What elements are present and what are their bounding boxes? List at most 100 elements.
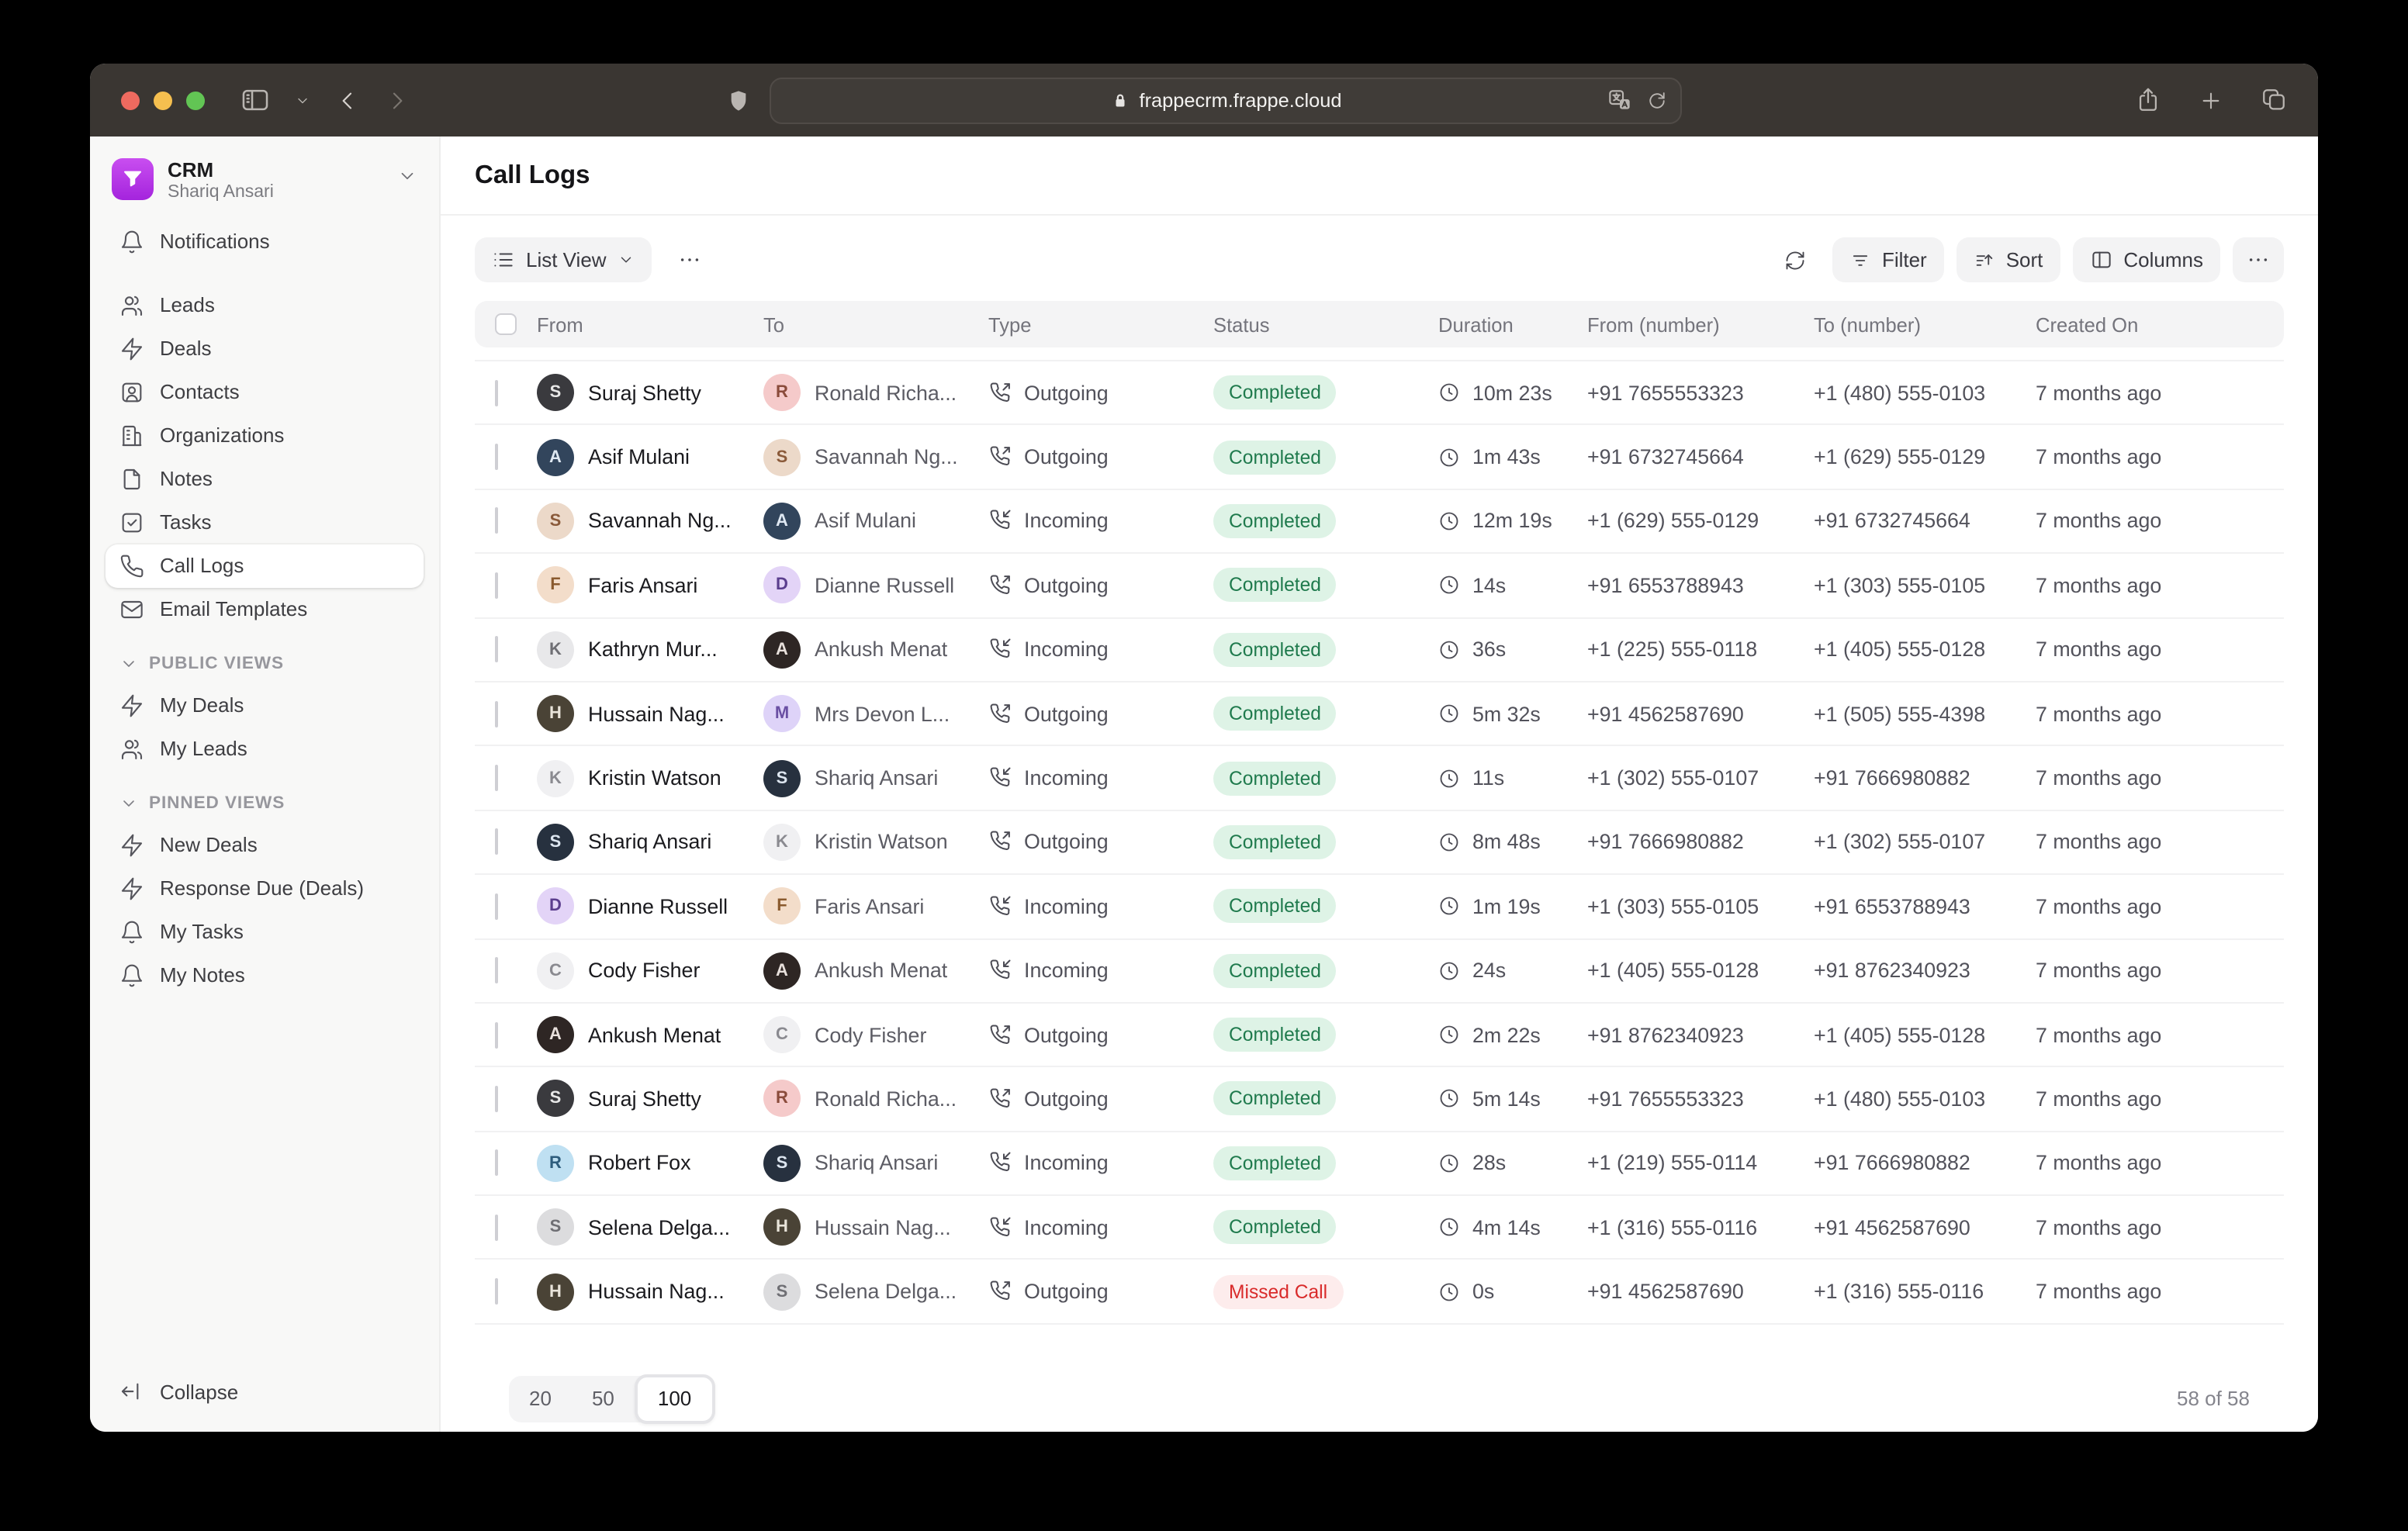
workspace-switcher[interactable]: CRM Shariq Ansari <box>106 149 424 219</box>
sidebar-item-notifications[interactable]: Notifications <box>106 219 424 263</box>
row-checkbox[interactable] <box>495 957 498 984</box>
table-row[interactable]: S Suraj Shetty R Ronald Richa... Outgoing Com… <box>475 361 2284 426</box>
created-on: 7 months ago <box>2036 830 2162 854</box>
sidebar-item-new-deals[interactable]: New Deals <box>106 823 424 866</box>
row-checkbox[interactable] <box>495 1021 498 1049</box>
sidebar-collapse-button[interactable]: Collapse <box>106 1370 424 1413</box>
table-row[interactable]: F Faris Ansari D Dianne Russell Outgoing Comp… <box>475 554 2284 619</box>
table-row[interactable]: K Kathryn Mur... A Ankush Menat Incoming Comp… <box>475 618 2284 683</box>
chevron-down-icon[interactable] <box>295 92 310 108</box>
sidebar-item-tasks[interactable]: Tasks <box>106 500 424 544</box>
duration-cell: 5m 14s <box>1438 1087 1587 1111</box>
table-row[interactable]: S Shariq Ansari K Kristin Watson Outgoing Com… <box>475 810 2284 876</box>
column-header-to[interactable]: To <box>763 313 785 336</box>
table-row[interactable]: S Suraj Shetty R Ronald Richa... Outgoing Com… <box>475 1068 2284 1132</box>
view-switcher-button[interactable]: List View <box>475 237 652 282</box>
sort-button[interactable]: Sort <box>1956 237 2060 282</box>
section-header-public-views[interactable]: PUBLIC VIEWS <box>106 631 424 683</box>
zoom-window-button[interactable] <box>186 91 205 109</box>
duration-cell: 28s <box>1438 1152 1587 1175</box>
table-row[interactable]: R Robert Fox S Shariq Ansari Incoming Complet… <box>475 1132 2284 1197</box>
sidebar-sections: PUBLIC VIEWS My Deals My Leads PINNED VIEWS… <box>106 631 424 997</box>
sidebar-item-leads[interactable]: Leads <box>106 283 424 327</box>
refresh-button[interactable] <box>1770 237 1820 282</box>
row-checkbox[interactable] <box>495 828 498 855</box>
new-tab-icon[interactable] <box>2199 88 2223 112</box>
type-label: Outgoing <box>1024 381 1109 405</box>
sidebar-item-my-leads[interactable]: My Leads <box>106 727 424 770</box>
row-checkbox[interactable] <box>495 507 498 534</box>
row-checkbox[interactable] <box>495 572 498 599</box>
more-options-button[interactable] <box>2233 237 2284 282</box>
address-bar[interactable]: frappecrm.frappe.cloud <box>770 77 1682 123</box>
table-row[interactable]: A Ankush Menat C Cody Fisher Outgoing Complet… <box>475 1004 2284 1068</box>
select-all-checkbox[interactable] <box>495 313 517 335</box>
to-number: +91 4562587690 <box>1814 1215 1970 1239</box>
from-number: +1 (219) 555-0114 <box>1587 1151 1758 1175</box>
column-header-from-number[interactable]: From (number) <box>1587 313 1720 336</box>
view-more-button[interactable] <box>664 237 715 282</box>
row-checkbox[interactable] <box>495 700 498 727</box>
share-icon[interactable] <box>2135 87 2161 113</box>
column-header-to-number[interactable]: To (number) <box>1814 313 1921 336</box>
page-size-option-100[interactable]: 100 <box>634 1374 715 1423</box>
row-checkbox[interactable] <box>495 1214 498 1241</box>
privacy-shield-icon[interactable] <box>726 88 751 112</box>
translate-icon[interactable] <box>1607 88 1632 112</box>
columns-button[interactable]: Columns <box>2072 237 2220 282</box>
from-name: Robert Fox <box>588 1151 691 1175</box>
column-header-from[interactable]: From <box>537 313 583 336</box>
row-checkbox[interactable] <box>495 1085 498 1112</box>
column-header-duration[interactable]: Duration <box>1438 313 1514 336</box>
column-header-status[interactable]: Status <box>1213 313 1270 336</box>
row-checkbox[interactable] <box>495 765 498 792</box>
sidebar-item-notes[interactable]: Notes <box>106 457 424 500</box>
sidebar-item-response-due-deals[interactable]: Response Due (Deals) <box>106 866 424 910</box>
table-row[interactable]: K Kristin Watson S Shariq Ansari Incoming Com… <box>475 747 2284 811</box>
sidebar-toggle-icon[interactable] <box>240 85 270 115</box>
sidebar-item-deals[interactable]: Deals <box>106 327 424 370</box>
filter-button[interactable]: Filter <box>1832 237 1944 282</box>
table-row[interactable]: H Hussain Nag... S Selena Delga... Outgoing M… <box>475 1260 2284 1325</box>
avatar: M <box>763 695 801 733</box>
forward-button[interactable] <box>385 88 410 112</box>
columns-icon <box>2089 248 2112 271</box>
row-checkbox[interactable] <box>495 893 498 920</box>
column-header-type[interactable]: Type <box>988 313 1032 336</box>
phone-in-icon <box>988 1152 1012 1175</box>
tab-overview-icon[interactable] <box>2261 87 2287 113</box>
row-checkbox[interactable] <box>495 636 498 663</box>
row-checkbox[interactable] <box>495 1149 498 1177</box>
minimize-window-button[interactable] <box>154 91 172 109</box>
sidebar-item-my-deals[interactable]: My Deals <box>106 683 424 727</box>
table-row[interactable]: D Dianne Russell F Faris Ansari Incoming Comp… <box>475 875 2284 940</box>
sidebar-item-call-logs[interactable]: Call Logs <box>106 544 424 588</box>
table-row[interactable]: S Savannah Ng... A Asif Mulani Incoming Compl… <box>475 490 2284 555</box>
avatar: S <box>763 1144 801 1182</box>
section-header-pinned-views[interactable]: PINNED VIEWS <box>106 770 424 823</box>
back-button[interactable] <box>335 88 360 112</box>
close-window-button[interactable] <box>121 91 140 109</box>
from-cell: R Robert Fox <box>537 1144 763 1182</box>
sidebar-item-my-notes[interactable]: My Notes <box>106 953 424 997</box>
table-row[interactable]: A Asif Mulani S Savannah Ng... Outgoing Compl… <box>475 426 2284 490</box>
table-row[interactable]: C Cody Fisher A Ankush Menat Incoming Complet… <box>475 939 2284 1004</box>
sidebar-item-email-templates[interactable]: Email Templates <box>106 587 424 631</box>
table-row[interactable]: H Hussain Nag... M Mrs Devon L... Outgoing Co… <box>475 683 2284 747</box>
row-checkbox[interactable] <box>495 379 498 406</box>
from-name: Hussain Nag... <box>588 702 725 726</box>
sidebar-item-contacts[interactable]: Contacts <box>106 370 424 413</box>
clock-icon <box>1438 1280 1460 1302</box>
sidebar-item-organizations[interactable]: Organizations <box>106 413 424 457</box>
avatar: S <box>763 438 801 476</box>
row-checkbox[interactable] <box>495 1278 498 1305</box>
column-header-created-on[interactable]: Created On <box>2036 313 2139 336</box>
reload-icon[interactable] <box>1646 89 1668 111</box>
page-size-option-50[interactable]: 50 <box>591 1387 614 1410</box>
row-checkbox[interactable] <box>495 444 498 471</box>
from-number: +1 (629) 555-0129 <box>1587 509 1759 533</box>
table-row[interactable]: S Selena Delga... H Hussain Nag... Incoming C… <box>475 1196 2284 1260</box>
page-size-option-20[interactable]: 20 <box>529 1387 552 1410</box>
sidebar-item-my-tasks[interactable]: My Tasks <box>106 910 424 953</box>
created-on: 7 months ago <box>2036 702 2162 726</box>
